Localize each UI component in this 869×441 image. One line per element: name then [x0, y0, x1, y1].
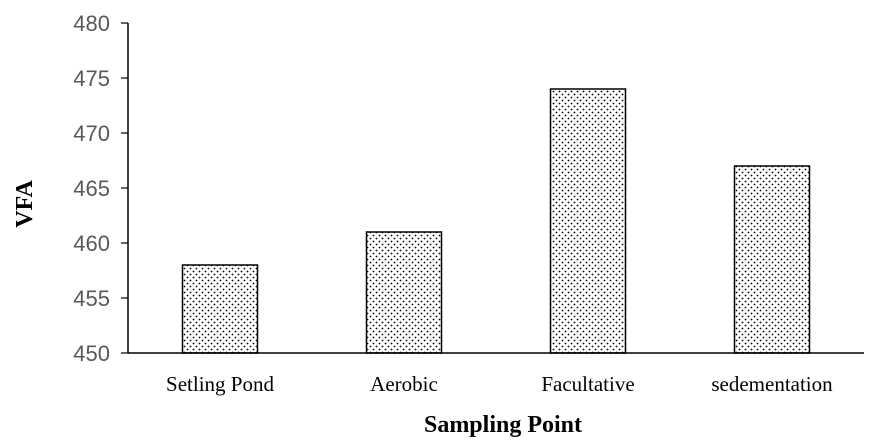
x-tick-label: Facultative: [541, 372, 634, 396]
bar-setling-pond: [181, 264, 259, 354]
y-axis-ticks: 450 455 460 465 470 475 480: [73, 11, 128, 366]
x-axis-tick-labels: Setling Pond Aerobic Facultative sedementat…: [166, 372, 833, 396]
bar-facultative: [549, 88, 627, 354]
y-tick-label: 475: [73, 66, 110, 91]
y-tick-label: 465: [73, 176, 110, 201]
y-tick-label: 450: [73, 341, 110, 366]
x-axis-title: Sampling Point: [424, 412, 582, 438]
y-tick-label: 470: [73, 121, 110, 146]
y-tick-label: 460: [73, 231, 110, 256]
x-tick-label: Setling Pond: [166, 372, 274, 396]
x-tick-label: Aerobic: [370, 372, 438, 396]
y-tick-label: 480: [73, 11, 110, 36]
x-tick-label: sedementation: [711, 372, 833, 396]
y-axis-title: VFA: [12, 180, 38, 228]
bars: [181, 88, 811, 354]
bar-aerobic: [365, 231, 443, 354]
bar-sedementation: [733, 165, 811, 354]
axes: [127, 23, 864, 354]
y-tick-label: 455: [73, 286, 110, 311]
